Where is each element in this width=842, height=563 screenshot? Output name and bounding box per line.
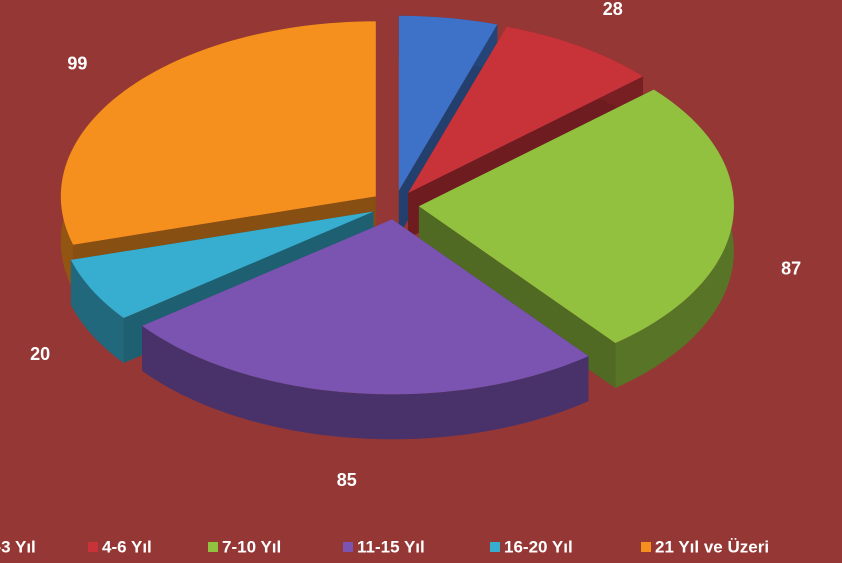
slice-wall [70,259,124,364]
slice [408,26,644,193]
slice-wall [142,325,589,440]
legend-label: 1-3 Yıl [0,537,36,556]
legend-label: 7-10 Yıl [222,537,281,556]
legend-swatch [343,542,353,552]
legend-swatch [641,542,651,552]
legend-label: 11-15 Yıl [357,537,425,556]
slice [60,21,376,245]
data-label: 28 [603,0,623,19]
data-label: 85 [337,470,357,490]
data-label: 20 [30,344,50,364]
slice [398,15,498,191]
data-label: 99 [67,54,87,74]
legend-swatch [490,542,500,552]
legend-swatch [88,542,98,552]
legend-label: 16-20 Yıl [504,537,573,556]
slice [70,211,374,319]
slice [142,219,589,395]
legend-label: 21 Yıl ve Üzeri [655,537,769,556]
slice [418,89,734,344]
data-label: 87 [781,258,801,278]
legend-label: 4-6 Yıl [102,537,152,556]
legend-swatch [208,542,218,552]
